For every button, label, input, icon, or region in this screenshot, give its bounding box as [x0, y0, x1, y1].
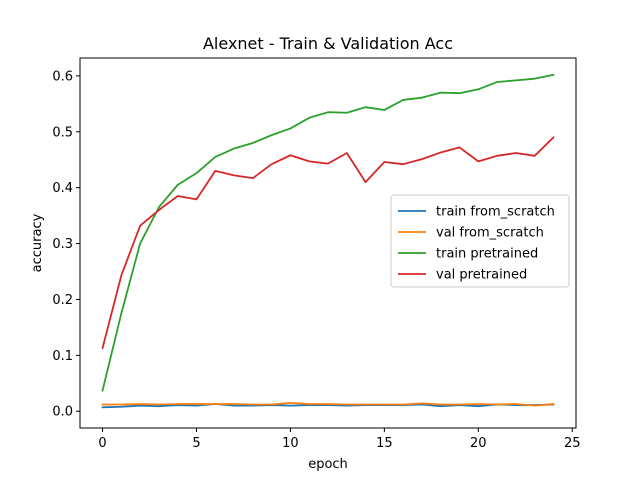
legend-label-val-pretrained: val pretrained — [436, 268, 527, 283]
chart-title: Alexnet - Train & Validation Acc — [203, 34, 453, 53]
y-tick-label: 0.1 — [52, 349, 73, 364]
x-tick-label: 5 — [192, 436, 200, 451]
x-tick-label: 0 — [98, 436, 106, 451]
legend-label-train-from-scratch: train from_scratch — [436, 205, 555, 220]
y-tick-label: 0.0 — [52, 405, 73, 420]
legend-label-val-from-scratch: val from_scratch — [436, 226, 544, 241]
y-tick-label: 0.6 — [52, 69, 73, 84]
y-tick-label: 0.3 — [52, 237, 73, 252]
legend-label-train-pretrained: train pretrained — [436, 247, 538, 262]
x-ticks: 0 5 10 15 20 25 — [98, 428, 580, 451]
x-tick-label: 10 — [282, 436, 299, 451]
y-ticks: 0.0 0.1 0.2 0.3 0.4 0.5 0.6 — [52, 69, 80, 419]
y-tick-label: 0.5 — [52, 125, 73, 140]
y-axis-label: accuracy — [30, 213, 45, 272]
y-tick-label: 0.2 — [52, 293, 73, 308]
y-tick-label: 0.4 — [52, 181, 73, 196]
x-tick-label: 25 — [564, 436, 581, 451]
x-axis-label: epoch — [308, 457, 348, 472]
x-tick-label: 20 — [470, 436, 487, 451]
x-tick-label: 15 — [376, 436, 393, 451]
